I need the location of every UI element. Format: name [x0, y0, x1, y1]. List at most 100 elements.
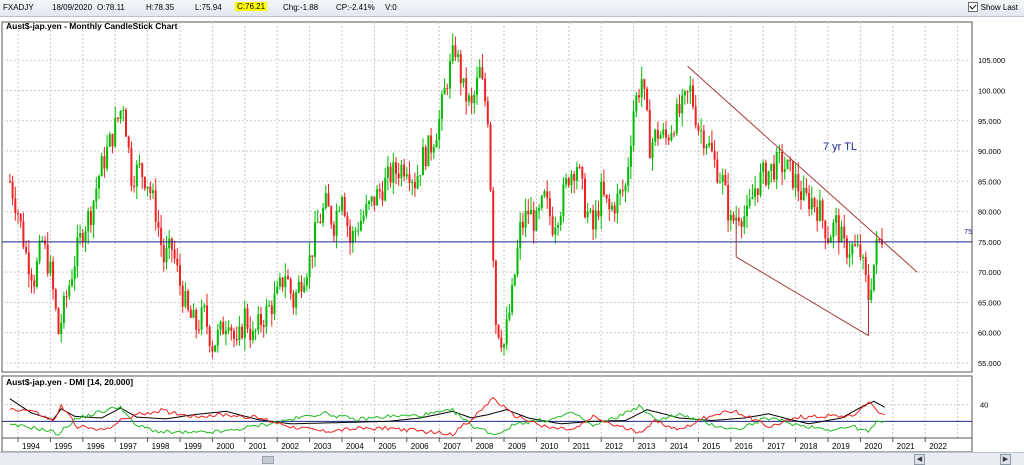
candle-body: [721, 174, 724, 182]
candle-body: [357, 230, 360, 232]
show-last-toggle[interactable]: Show Last: [967, 2, 1018, 12]
candle-body: [532, 209, 535, 231]
candle-body: [586, 211, 589, 218]
candle-body: [767, 170, 770, 185]
candle-body: [324, 193, 327, 209]
candle-body: [108, 133, 111, 147]
candle-body: [864, 256, 867, 276]
candle-body: [195, 310, 198, 330]
candle-body: [295, 292, 298, 308]
year-label: 1996: [87, 442, 105, 451]
candle-body: [651, 141, 654, 159]
candle-body: [702, 130, 705, 149]
candle-body: [162, 244, 165, 263]
candle-body: [281, 277, 284, 288]
year-label: 2015: [702, 442, 720, 451]
candle-body: [408, 174, 411, 183]
candle-body: [427, 135, 430, 167]
price-tick-label: 60.000: [978, 329, 1001, 338]
candle-body: [68, 285, 71, 297]
candle-body: [756, 188, 759, 195]
candle-body: [538, 207, 541, 211]
candle-body: [619, 190, 622, 194]
dmi-tick-label: 40: [980, 401, 988, 410]
candle-body: [500, 337, 503, 348]
candle-body: [440, 94, 443, 120]
scroll-right-button[interactable]: ▶: [1000, 454, 1011, 465]
candle-body: [403, 164, 406, 177]
candle-body: [732, 214, 735, 221]
candle-body: [189, 309, 192, 318]
trendline: [735, 256, 869, 337]
candle-body: [438, 119, 441, 140]
year-label: 2021: [897, 442, 915, 451]
candle-body: [119, 110, 122, 119]
candle-body: [184, 291, 187, 307]
candle-body: [224, 330, 227, 335]
candle-body: [543, 191, 546, 197]
price-tick-label: 105.000: [978, 56, 1005, 65]
candle-body: [592, 210, 595, 230]
high-label: H:78.35: [146, 3, 175, 12]
candle-body: [292, 293, 295, 308]
candle-body: [81, 233, 84, 243]
date-label: 18/09/2020: [52, 3, 93, 12]
candle-body: [257, 314, 260, 331]
candle-body: [152, 190, 154, 194]
candle-body: [573, 173, 576, 181]
candle-body: [354, 230, 357, 232]
candle-body: [797, 173, 800, 192]
candles: [8, 33, 883, 359]
candle-body: [638, 95, 640, 98]
open-label: O:78.11: [97, 3, 125, 12]
candle-body: [106, 146, 109, 169]
scroll-left-button[interactable]: ◀: [914, 454, 925, 465]
candle-body: [359, 220, 362, 231]
candle-body: [675, 104, 678, 134]
change-label: Chg:-1.88: [283, 3, 319, 12]
candle-body: [214, 345, 217, 352]
candle-body: [300, 281, 303, 292]
candle-body: [481, 67, 484, 79]
candle-body: [624, 185, 627, 192]
candle-body: [856, 244, 859, 246]
candle-body: [492, 190, 495, 261]
price-tick-label: 80.000: [978, 208, 1001, 217]
candle-body: [235, 338, 238, 341]
candle-body: [683, 91, 686, 96]
scrollbar-thumb[interactable]: [262, 456, 274, 464]
year-label: 2000: [216, 442, 234, 451]
candle-body: [116, 117, 119, 119]
candle-body: [254, 330, 257, 332]
price-overlays: [2, 65, 972, 337]
candle-body: [870, 290, 873, 300]
candle-body: [648, 109, 651, 159]
volume-label: V:0: [385, 3, 397, 12]
candle-body: [621, 190, 624, 192]
candle-body: [832, 222, 835, 238]
horizontal-scrollbar[interactable]: ◀ ▶: [0, 452, 1024, 465]
year-label: 2019: [832, 442, 850, 451]
candle-body: [794, 173, 797, 189]
candle-body: [378, 189, 381, 192]
candle-body: [565, 178, 568, 185]
candle-body: [570, 173, 573, 186]
candle-body: [413, 182, 416, 189]
candle-body: [759, 171, 762, 195]
candle-body: [829, 237, 832, 243]
candle-body: [686, 91, 689, 93]
candle-body: [125, 109, 127, 137]
candle-body: [816, 207, 819, 221]
candle-body: [338, 210, 341, 212]
candle-body: [764, 162, 767, 185]
candle-body: [835, 215, 838, 223]
candle-body: [389, 166, 392, 183]
candle-body: [200, 307, 203, 330]
candle-body: [740, 221, 743, 227]
candle-body: [462, 78, 465, 84]
candle-body: [727, 185, 730, 221]
candle-body: [535, 210, 538, 231]
candle-body: [513, 274, 516, 286]
candle-body: [168, 238, 171, 249]
show-last-checkbox[interactable]: [967, 2, 978, 12]
